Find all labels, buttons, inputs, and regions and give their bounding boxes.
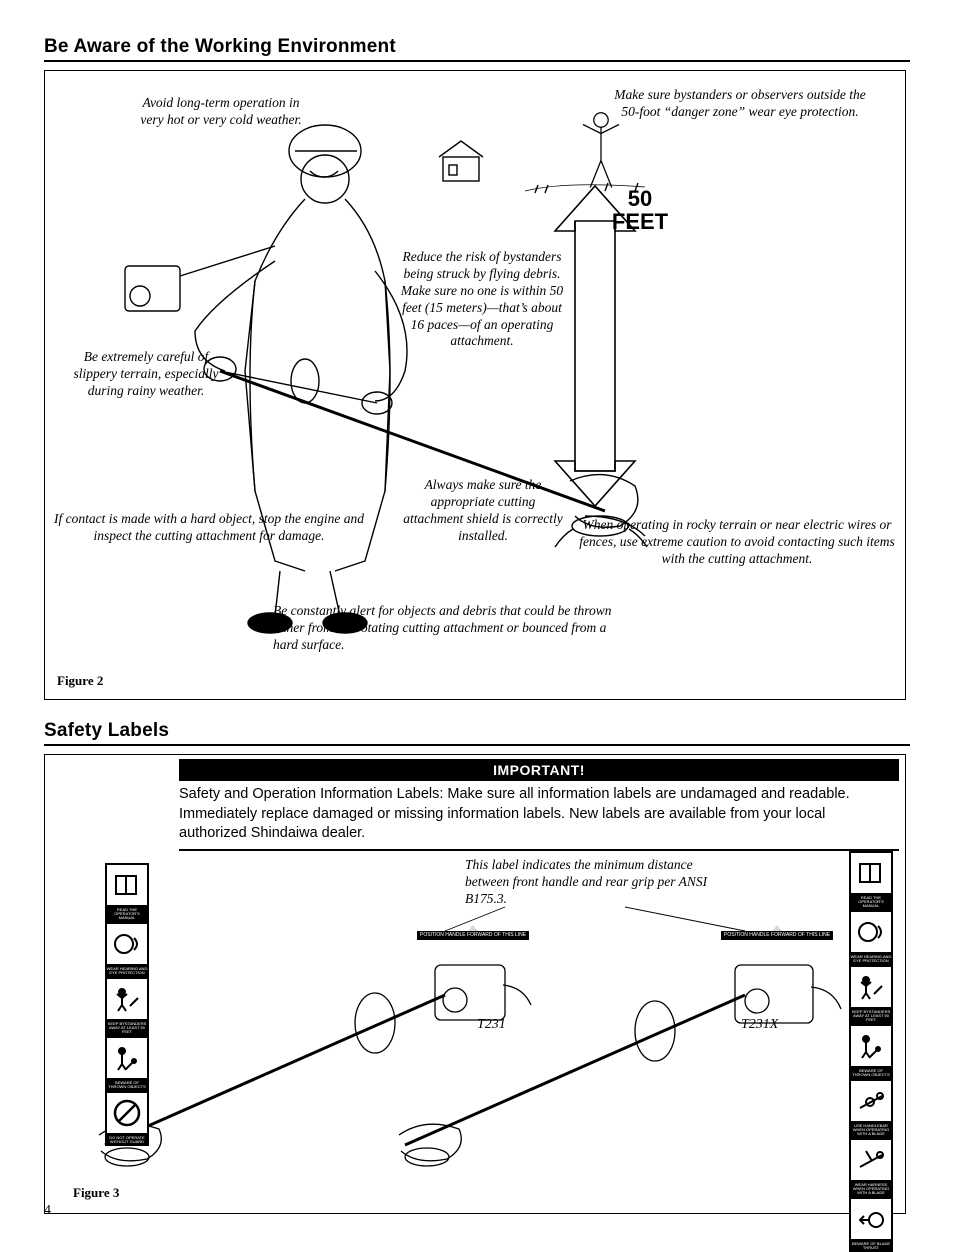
callout-alert: Be constantly alert for objects and debr… — [273, 603, 613, 654]
model-label-b: T231X — [741, 1017, 778, 1033]
no-operate-icon — [105, 1091, 149, 1135]
icon-caption: WEAR HARNESS WHEN OPERATING WITH A BLADE — [849, 1182, 893, 1197]
mini-label-a: POSITION HANDLE FORWARD OF THIS LINE — [417, 931, 529, 940]
callout-rocky: When operating in rocky terrain or near … — [577, 517, 897, 568]
figure-2-label: Figure 2 — [57, 673, 103, 689]
section-safety-labels: Safety Labels IMPORTANT! Safety and Oper… — [44, 720, 910, 1214]
harness-icon — [849, 1138, 893, 1182]
fifty-feet-number: 50 — [628, 186, 652, 211]
thrown-objects-icon — [105, 1036, 149, 1080]
eye-ear-protection-icon — [105, 922, 149, 966]
heading-working-env: Be Aware of the Working Environment — [44, 36, 910, 58]
icon-caption: BEWARE OF THROWN OBJECTS — [849, 1068, 893, 1079]
heading-safety-labels: Safety Labels — [44, 720, 910, 742]
section-working-environment: Be Aware of the Working Environment — [44, 36, 910, 700]
figure-2-box: Avoid long-term operation in very hot or… — [44, 70, 906, 700]
heading-underline-2 — [44, 744, 910, 746]
icon-caption: READ THE OPERATOR'S MANUAL — [849, 895, 893, 910]
icon-caption: KEEP BYSTANDERS AWAY AT LEAST 50 FEET — [105, 1021, 149, 1036]
heading-underline-1 — [44, 60, 910, 62]
safety-icon-strip-left: READ THE OPERATOR'S MANUAL WEAR HEARING … — [105, 863, 149, 1146]
mini-label-b: POSITION HANDLE FORWARD OF THIS LINE — [721, 931, 833, 940]
bystander-distance-icon — [105, 977, 149, 1021]
safety-icon-strip-right: READ THE OPERATOR'S MANUAL WEAR HEARING … — [849, 851, 893, 1252]
blade-thrust-icon — [849, 1197, 893, 1241]
icon-caption: BEWARE OF BLADE THRUST — [849, 1241, 893, 1252]
callout-slippery: Be extremely careful of slippery terrain… — [71, 349, 221, 400]
icon-caption: READ THE OPERATOR'S MANUAL — [105, 907, 149, 922]
callout-reduce-risk: Reduce the risk of bystanders being stru… — [397, 249, 567, 350]
manual-icon — [105, 863, 149, 907]
callout-hard-object: If contact is made with a hard object, s… — [51, 511, 367, 545]
callout-bystanders-eye: Make sure bystanders or observers outsid… — [605, 87, 875, 121]
icon-caption: WEAR HEARING AND EYE PROTECTION — [849, 954, 893, 965]
icon-caption: KEEP BYSTANDERS AWAY AT LEAST 50 FEET — [849, 1009, 893, 1024]
icon-caption: USE HANDLEBAR WHEN OPERATING WITH A BLAD… — [849, 1123, 893, 1138]
figure-3-label: Figure 3 — [73, 1185, 119, 1201]
icon-caption: WEAR HEARING AND EYE PROTECTION — [105, 966, 149, 977]
callout-cold-weather: Avoid long-term operation in very hot or… — [131, 95, 311, 129]
thrown-objects-icon — [849, 1024, 893, 1068]
figure-3-box: IMPORTANT! Safety and Operation Informat… — [44, 754, 906, 1214]
page-number: 4 — [44, 1203, 51, 1219]
model-label-a: T231 — [477, 1017, 506, 1033]
handlebar-icon — [849, 1079, 893, 1123]
icon-caption: BEWARE OF THROWN OBJECTS — [105, 1080, 149, 1091]
fifty-feet-unit: FEET — [612, 209, 668, 234]
fifty-feet-label: 50 FEET — [600, 187, 680, 233]
manual-icon — [849, 851, 893, 895]
bystander-distance-icon — [849, 965, 893, 1009]
callout-shield: Always make sure the appropriate cutting… — [403, 477, 563, 545]
figure-3-lines — [45, 755, 907, 1215]
icon-caption: DO NOT OPERATE WITHOUT GUARD — [105, 1135, 149, 1146]
eye-ear-protection-icon — [849, 910, 893, 954]
